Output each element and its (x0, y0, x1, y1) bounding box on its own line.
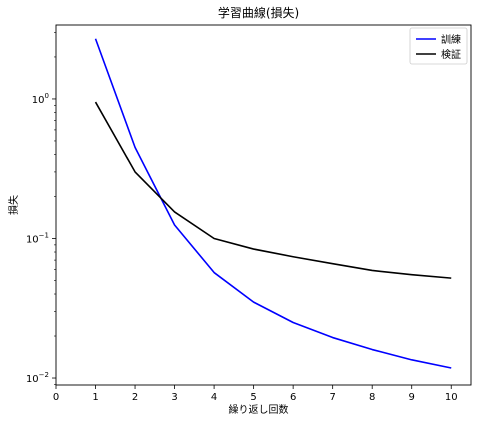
y-tick-label-1: 10−1 (26, 231, 49, 245)
legend-box (409, 27, 468, 65)
x-tick-label-2: 2 (132, 392, 138, 403)
x-tick-label-0: 0 (53, 392, 59, 403)
y-axis-label: 損失 (7, 195, 20, 215)
series-line-1 (94, 101, 452, 279)
x-tick-label-3: 3 (171, 392, 177, 403)
x-tick-label-10: 10 (445, 392, 458, 403)
x-tick-label-1: 1 (92, 392, 98, 403)
legend-label-0: 訓練 (441, 33, 461, 46)
x-tick-label-5: 5 (250, 392, 256, 403)
x-tick-label-7: 7 (329, 392, 335, 403)
x-tick-label-6: 6 (290, 392, 296, 403)
x-axis-label: 繰り返し回数 (229, 403, 289, 416)
plot-frame (55, 24, 472, 386)
chart-title: 学習曲線(損失) (218, 5, 299, 20)
y-tick-label-0: 100 (32, 92, 49, 106)
x-tick-label-8: 8 (369, 392, 375, 403)
plot-area: 0 1 2 3 4 5 6 7 8 9 10 100 10−1 10−2 (26, 24, 472, 403)
series-line-0 (94, 38, 452, 369)
legend-label-1: 検証 (441, 48, 461, 61)
x-tick-label-9: 9 (409, 392, 415, 403)
y-tick-label-2: 10−2 (26, 371, 49, 385)
x-tick-label-4: 4 (211, 392, 217, 403)
